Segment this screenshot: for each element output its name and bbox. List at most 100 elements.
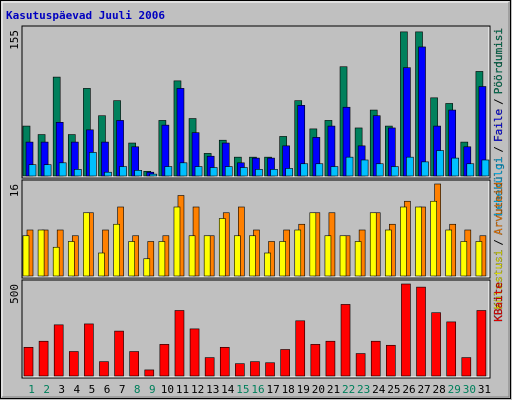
x-tick-label: 23 — [357, 383, 370, 396]
bar — [369, 212, 377, 277]
bar — [446, 321, 457, 377]
x-tick-label: 5 — [89, 383, 96, 396]
bar — [83, 212, 90, 277]
bar — [249, 235, 256, 277]
x-tick-label: 3 — [58, 383, 65, 396]
bar — [481, 159, 490, 177]
bar — [415, 206, 422, 277]
x-tick-label: 16 — [251, 383, 264, 396]
x-tick-label: 17 — [266, 383, 279, 396]
bar — [143, 258, 151, 277]
x-tick-label: 24 — [372, 383, 386, 396]
x-tick-label: 7 — [119, 383, 126, 396]
bar — [418, 46, 426, 177]
bar — [416, 286, 426, 377]
bar — [250, 361, 260, 377]
bar — [315, 163, 324, 177]
bar — [67, 241, 75, 277]
bar — [339, 235, 347, 277]
legend: Lehekülgi / Faile / Pöördumisi — [492, 28, 505, 216]
bar — [466, 163, 475, 177]
bar — [294, 229, 302, 277]
x-tick-label: 10 — [161, 383, 174, 396]
x-tick-label: 11 — [176, 383, 189, 396]
x-tick-label: 30 — [463, 383, 476, 396]
bar — [144, 369, 155, 377]
bar — [255, 169, 263, 177]
bar — [240, 167, 248, 177]
legend-separator: / — [492, 239, 505, 246]
plot-bevel — [23, 181, 490, 278]
bar — [203, 235, 211, 277]
bar — [53, 324, 64, 377]
x-tick-label: 19 — [297, 383, 310, 396]
x-tick-label: 22 — [342, 383, 355, 396]
bar — [23, 346, 34, 377]
bar — [22, 235, 30, 277]
bar — [421, 161, 429, 177]
bar — [431, 312, 441, 377]
bar — [68, 351, 79, 377]
bar — [324, 235, 332, 277]
bar — [119, 166, 127, 177]
bar — [475, 241, 483, 277]
x-tick-label: 13 — [206, 383, 219, 396]
y-tick-label: 16 — [8, 184, 21, 197]
bar — [401, 283, 411, 377]
x-tick-label: 25 — [387, 383, 400, 396]
bar — [235, 363, 245, 377]
bar — [114, 330, 124, 377]
bar — [400, 206, 407, 277]
bar — [325, 340, 336, 377]
bar — [370, 340, 381, 377]
bar — [360, 159, 369, 177]
x-tick-label: 6 — [104, 383, 111, 396]
bar — [264, 252, 271, 277]
bar — [330, 166, 339, 177]
y-tick-label: 500 — [8, 284, 21, 304]
legend-entry: Faile — [492, 109, 505, 142]
bar — [310, 344, 321, 377]
bar — [159, 344, 170, 377]
bar — [188, 235, 196, 277]
bar — [430, 200, 437, 277]
x-tick-label: 31 — [478, 383, 491, 396]
bar — [101, 141, 109, 177]
x-tick-label: 20 — [312, 383, 325, 396]
chart-title: Kasutuspäevad Juuli 2006 — [6, 9, 165, 22]
x-tick-label: 21 — [327, 383, 340, 396]
bar — [104, 171, 112, 177]
bar — [219, 346, 230, 377]
bar — [354, 241, 362, 277]
plot-bevel — [23, 27, 490, 178]
bar — [98, 252, 105, 277]
legend-separator: / — [492, 146, 505, 153]
bar — [149, 173, 158, 177]
bar — [84, 323, 94, 377]
legend: Külastusi / Arvuteid — [492, 182, 505, 309]
bar — [385, 229, 392, 277]
bar — [375, 163, 384, 177]
bar — [224, 166, 233, 177]
bar — [436, 150, 444, 177]
bar — [340, 304, 351, 377]
x-tick-label: 18 — [282, 383, 295, 396]
bar — [300, 163, 309, 177]
bar — [204, 357, 215, 377]
legend-separator: / — [492, 98, 505, 105]
bar — [218, 218, 226, 277]
x-tick-label: 9 — [149, 383, 156, 396]
legend-entry: Arvuteid — [492, 182, 505, 235]
bar — [285, 168, 293, 177]
legend-entry: Külastusi — [492, 250, 505, 310]
bar — [280, 349, 290, 377]
bar — [194, 166, 203, 177]
y-tick-label: 155 — [8, 30, 21, 50]
bar — [476, 310, 487, 377]
legend: KBaite — [492, 282, 505, 322]
bar — [89, 152, 97, 177]
bar — [99, 361, 109, 377]
